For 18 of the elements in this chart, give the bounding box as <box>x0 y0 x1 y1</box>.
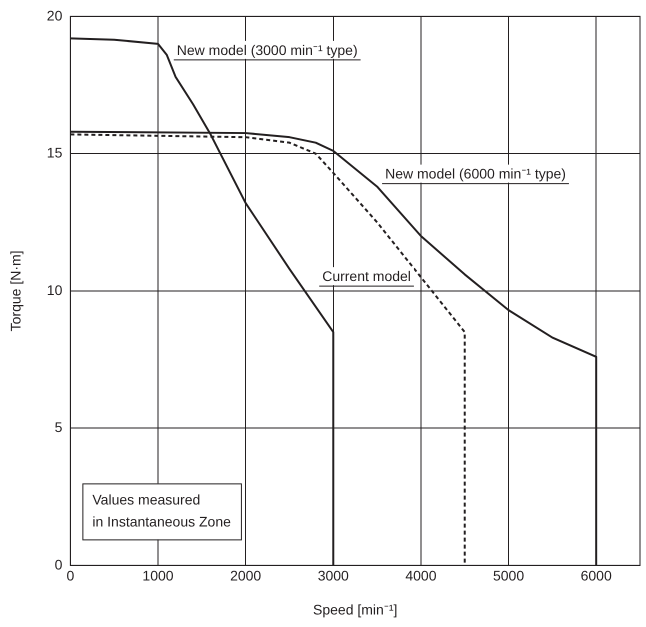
y-tick-label: 15 <box>46 144 63 161</box>
series-label: New model (6000 min⁻¹ type) <box>385 166 566 182</box>
annotation: Values measured in Instantaneous Zone <box>92 491 232 530</box>
x-tick-label: 1000 <box>142 568 174 584</box>
x-tick-label: 3000 <box>318 568 350 584</box>
x-tick-label: 4000 <box>405 568 437 584</box>
y-axis-title: Torque [N·m] <box>7 250 24 332</box>
x-tick-label: 0 <box>66 568 74 584</box>
series-label: New model (3000 min⁻¹ type) <box>176 42 358 58</box>
series-label: Current model <box>322 268 411 284</box>
x-tick-label: 6000 <box>580 568 612 584</box>
x-tick-label: 5000 <box>492 568 524 584</box>
x-axis-title: Speed [min⁻¹] <box>313 601 398 618</box>
y-tick-label: 0 <box>54 556 63 572</box>
y-tick-label: 10 <box>46 282 63 298</box>
y-tick-label: 20 <box>46 7 63 24</box>
y-tick-label: 5 <box>54 419 63 436</box>
x-tick-label: 2000 <box>230 568 262 584</box>
